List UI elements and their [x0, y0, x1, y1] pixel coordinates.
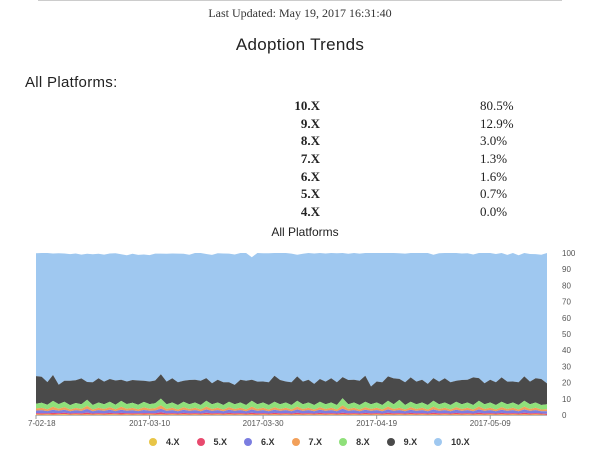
version-label: 6.X	[300, 168, 320, 184]
legend-dot-icon	[339, 438, 348, 446]
adoption-stats-table: 10.X 80.5% 9.X 12.9% 8.X 3.0% 7.X 1.3% 6.X 1.6% 5.…	[130, 97, 570, 221]
y-tick-label: 90	[562, 265, 571, 274]
legend-label: 5.X	[213, 437, 228, 447]
x-tick-label: 2017-03-10	[129, 419, 170, 428]
version-percent: 0.0%	[480, 203, 508, 219]
legend-label: 9.X	[403, 437, 418, 447]
stats-row: 10.X 80.5%	[130, 97, 570, 115]
y-tick-label: 0	[562, 411, 567, 420]
last-updated-text: Last Updated: May 19, 2017 16:31:40	[208, 6, 392, 20]
y-tick-label: 40	[562, 346, 571, 355]
y-tick-label: 100	[562, 249, 576, 258]
x-tick-label: 2017-03-30	[243, 419, 284, 428]
legend-dot-icon	[386, 438, 395, 446]
legend-dot-icon	[244, 438, 253, 446]
legend-item-4-x[interactable]: 4.X	[149, 437, 180, 447]
series-area-8-x	[36, 398, 547, 410]
series-area-9-x	[36, 374, 547, 406]
legend-item-10-x[interactable]: 10.X	[434, 437, 470, 447]
x-tick-label: 2017-05-09	[470, 419, 511, 428]
x-tick-label: 7-02-18	[28, 419, 56, 428]
y-tick-label: 30	[562, 362, 571, 371]
version-label: 8.X	[300, 133, 320, 149]
chart-legend: 4.X 5.X 6.X 7.X 8.X 9.X 10.X	[149, 437, 487, 447]
legend-dot-icon	[434, 438, 443, 446]
x-tick-label: 2017-04-19	[356, 419, 397, 428]
series-area-4-x	[36, 414, 547, 415]
version-label: 4.X	[300, 203, 320, 219]
legend-item-7-x[interactable]: 7.X	[291, 437, 323, 447]
legend-dot-icon	[149, 438, 157, 446]
stats-row: 4.X 0.0%	[130, 203, 570, 221]
stats-row: 9.X 12.9%	[130, 115, 570, 133]
y-tick-label: 10	[562, 395, 571, 404]
stats-row: 6.X 1.6%	[130, 168, 570, 186]
version-percent: 3.0%	[480, 133, 508, 149]
version-percent: 12.9%	[480, 115, 514, 131]
version-label: 5.X	[300, 186, 320, 202]
stats-row: 7.X 1.3%	[130, 150, 570, 168]
page-title: Adoption Trends	[235, 35, 365, 54]
version-percent: 1.3%	[480, 150, 508, 166]
version-label: 9.X	[300, 115, 320, 131]
legend-item-8-x[interactable]: 8.X	[339, 437, 370, 447]
section-heading: All Platforms:	[25, 74, 118, 91]
version-percent: 1.6%	[480, 168, 508, 184]
legend-item-9-x[interactable]: 9.X	[386, 437, 418, 447]
version-label: 10.X	[294, 97, 320, 113]
legend-item-6-x[interactable]: 6.X	[244, 437, 275, 447]
legend-label: 7.X	[308, 437, 323, 447]
version-label: 7.X	[300, 150, 320, 166]
stats-row: 8.X 3.0%	[130, 132, 570, 150]
y-tick-label: 50	[562, 330, 571, 339]
y-tick-label: 20	[562, 379, 571, 388]
legend-label: 6.X	[261, 437, 275, 447]
y-tick-label: 60	[562, 314, 571, 323]
series-area-5-x	[36, 412, 547, 415]
series-area-7-x	[36, 405, 547, 412]
legend-item-5-x[interactable]: 5.X	[196, 437, 228, 447]
legend-dot-icon	[291, 438, 300, 446]
y-tick-label: 70	[562, 298, 571, 307]
legend-dot-icon	[196, 438, 205, 446]
legend-label: 10.X	[451, 437, 470, 447]
header-divider	[38, 0, 562, 1]
legend-label: 4.X	[166, 437, 180, 447]
version-percent: 80.5%	[480, 97, 514, 113]
stats-row: 5.X 0.7%	[130, 185, 570, 203]
chart-title: All Platforms	[271, 225, 339, 239]
y-tick-label: 80	[562, 281, 571, 290]
series-area-10-x	[36, 253, 547, 387]
version-percent: 0.7%	[480, 186, 508, 202]
adoption-area-chart: 0 10 20 30 40 50 60 70 80 90 100 7-02-18 2017-03-10 2…	[28, 249, 576, 428]
legend-label: 8.X	[356, 437, 370, 447]
